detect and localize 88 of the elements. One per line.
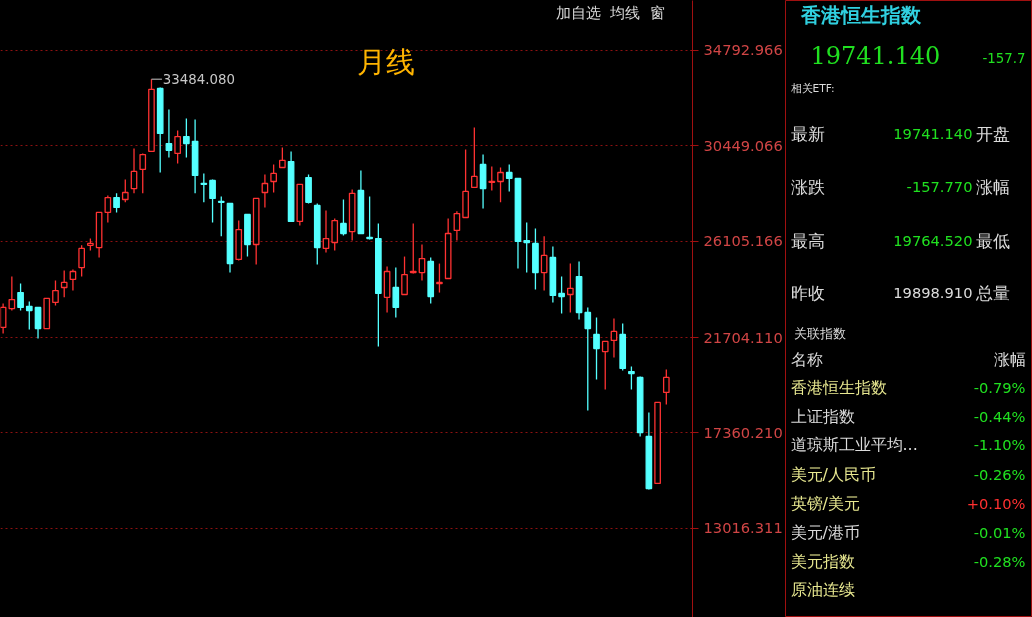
candlestick [366, 195, 373, 241]
text: -0.01% [973, 524, 1026, 541]
candlestick [60, 269, 68, 299]
candlestick [322, 209, 330, 254]
text: -0.44% [973, 408, 1026, 425]
annotation: 加自选 [555, 4, 601, 21]
candlestick [523, 221, 531, 274]
candlestick [584, 306, 592, 412]
candlestick [104, 194, 112, 224]
y-tick-label: 21704.110 [703, 328, 783, 346]
text: 美元指数 [790, 552, 855, 571]
y-tick-label: 13016.311 [703, 519, 783, 537]
candlestick [610, 317, 618, 359]
text: 最新 [790, 123, 825, 144]
candlestick [270, 163, 277, 194]
candlestick [139, 152, 147, 195]
annotation: 窗 [649, 4, 665, 21]
candlestick [279, 146, 286, 169]
text: 总量 [974, 282, 1010, 303]
candlestick [488, 165, 496, 192]
candlestick [25, 300, 33, 331]
candlestick [628, 365, 635, 391]
candlestick [174, 129, 181, 165]
text: -0.28% [973, 553, 1026, 570]
text: 涨幅 [975, 176, 1010, 197]
text: 19741.140 [810, 41, 941, 70]
candlestick [453, 210, 461, 242]
y-tick-label: 34792.966 [703, 41, 783, 59]
text: 月线 [357, 45, 416, 80]
text: -0.79% [973, 379, 1026, 396]
candlestick [209, 178, 216, 224]
candlestick [593, 316, 600, 381]
candlestick [121, 178, 129, 204]
candlestick [436, 262, 443, 294]
text: 最高 [790, 230, 825, 251]
text: -0.26% [973, 466, 1026, 483]
candlestick [540, 235, 548, 292]
candlestick [340, 198, 347, 237]
candlestick [165, 108, 173, 159]
annotation: 均线 [608, 4, 640, 21]
text: 最低 [975, 230, 1010, 251]
candlestick [200, 172, 208, 204]
y-tick-label: 30449.066 [703, 136, 783, 154]
text: -157.7 [982, 50, 1026, 66]
text: 涨幅 [993, 350, 1026, 369]
text: 美元/人民币 [790, 465, 876, 484]
y-tick-label: 17360.210 [703, 423, 783, 441]
candlestick [662, 368, 670, 406]
text: 相关ETF: [790, 82, 835, 95]
candlestick [78, 244, 86, 278]
text: 上证指数 [790, 407, 855, 426]
candlestick [113, 192, 120, 214]
text: 香港恒生指数 [799, 2, 922, 27]
candlestick [497, 166, 504, 204]
candlestick [470, 126, 478, 189]
candlestick [392, 266, 400, 319]
y-tick-label: 26105.166 [703, 232, 783, 250]
text: 19898.910 [893, 283, 973, 301]
text: 名称 [790, 350, 823, 369]
text: 关联指数 [793, 326, 846, 341]
text: -1.10% [973, 436, 1026, 453]
text: 英镑/美元 [790, 494, 860, 513]
text: 涨跌 [790, 176, 825, 197]
candlestick [261, 173, 269, 209]
text: +0.10% [966, 495, 1026, 512]
candlestick [52, 279, 59, 307]
candlestick [17, 282, 24, 312]
text: -157.770 [906, 177, 973, 195]
text: 原油连续 [790, 580, 855, 599]
candlestick [505, 163, 513, 193]
candlestick [69, 268, 77, 292]
candlestick [409, 222, 417, 275]
text: 香港恒生指数 [790, 378, 887, 397]
candlestick [8, 275, 16, 312]
text: 开盘 [975, 123, 1010, 144]
candlestick [401, 255, 408, 296]
text: 昨收 [790, 282, 825, 303]
candlestick [217, 195, 225, 238]
candlestick [601, 340, 609, 391]
text: 美元/港币 [790, 523, 860, 542]
candlestick [183, 117, 190, 159]
candlestick [566, 262, 574, 314]
text: 道琼斯工业平均... [790, 435, 918, 454]
candlestick [558, 275, 565, 315]
text: 19764.520 [893, 231, 973, 249]
annotation: 33484.080 [162, 72, 235, 88]
candlestick [331, 217, 339, 252]
text: 19741.140 [893, 124, 973, 142]
